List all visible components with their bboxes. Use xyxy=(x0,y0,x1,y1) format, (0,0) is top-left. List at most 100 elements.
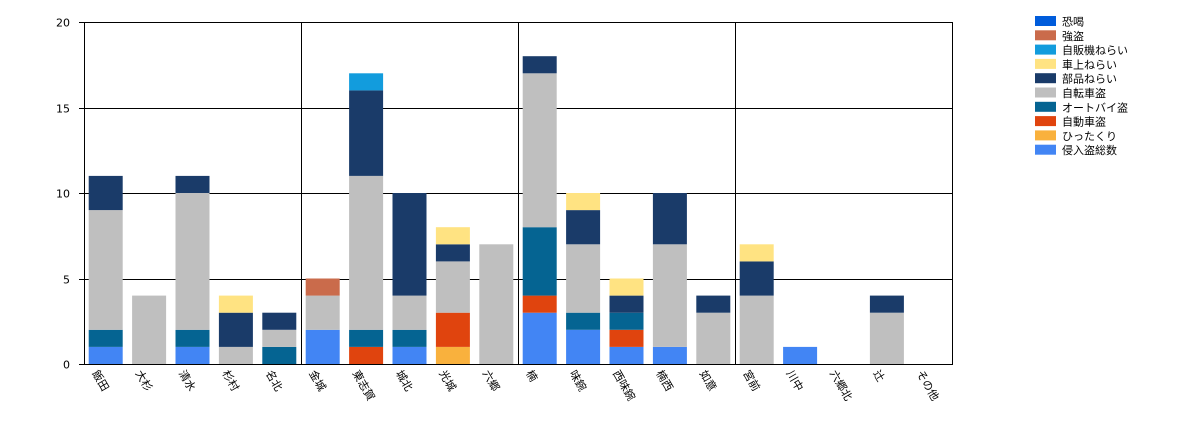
bar-segment xyxy=(652,346,687,364)
bar-segment xyxy=(739,261,774,296)
x-tick-label: 如意 xyxy=(697,368,720,394)
bar-segment xyxy=(435,312,470,347)
bar-segment xyxy=(392,193,427,296)
legend-label: ひったくり xyxy=(1062,130,1117,143)
bar-segment xyxy=(522,312,557,364)
y-tick-label: 0 xyxy=(63,359,70,372)
bar-segment xyxy=(349,346,384,364)
legend-swatch xyxy=(1035,144,1056,155)
bar-segment xyxy=(349,329,384,347)
y-tick-labels: 0 5 10 15 20 xyxy=(56,17,70,372)
axis-layer xyxy=(79,22,953,365)
legend-label: 車上ねらい xyxy=(1062,57,1117,71)
bar-segment xyxy=(522,295,557,313)
legend-label: 部品ねらい xyxy=(1062,72,1117,86)
legend: 恐喝強盗自販機ねらい車上ねらい部品ねらい自転車盗オートバイ盗自動車盗ひったくり侵… xyxy=(1035,16,1128,157)
legend-label: オートバイ盗 xyxy=(1062,101,1128,114)
bar-segment xyxy=(652,244,687,347)
bar-segment xyxy=(175,346,210,364)
bar-segment xyxy=(132,295,167,364)
bar-segment xyxy=(435,244,470,262)
legend-swatch xyxy=(1035,73,1056,84)
x-tick-label: 川中 xyxy=(784,368,806,394)
bar-segment xyxy=(305,295,340,330)
legend-swatch xyxy=(1035,16,1056,26)
x-tick-label: 六郷北 xyxy=(827,368,856,404)
x-tick-label: 楠西 xyxy=(653,368,676,394)
bar-segment xyxy=(609,278,644,296)
bar-segment xyxy=(218,295,253,313)
bar-segment xyxy=(435,261,470,313)
bar-segment xyxy=(566,312,601,330)
x-tick-label: 西味鋺 xyxy=(610,368,639,404)
legend-swatch xyxy=(1035,87,1056,98)
bar-segment xyxy=(88,329,123,347)
bar-segment xyxy=(88,346,123,364)
x-tick-label: 名北 xyxy=(263,368,286,394)
x-tick-label: 楠 xyxy=(523,368,541,385)
y-tick-label: 20 xyxy=(56,17,70,30)
x-tick-labels: 飯田 大杉 清水 杉村 名北 金城 東志賀 城北 光城 六郷 楠 味鋺 西味鋺 楠西 如意 宮前 川中 六郷北辻 そ… xyxy=(89,368,941,404)
x-tick-label: 大杉 xyxy=(133,368,156,394)
legend-swatch xyxy=(1035,116,1056,127)
legend-label: 自動車盗 xyxy=(1062,115,1106,129)
bar-segment xyxy=(609,312,644,330)
x-tick-label: 味鋺 xyxy=(567,368,590,394)
bar-segment xyxy=(869,312,904,364)
legend-swatch xyxy=(1035,58,1056,69)
y-tick-label: 10 xyxy=(56,188,70,201)
bar-segment xyxy=(522,227,557,296)
legend-swatch xyxy=(1035,44,1056,55)
bar-segment xyxy=(609,346,644,364)
bar-segment xyxy=(349,90,384,176)
bar-segment xyxy=(566,210,601,245)
x-tick-label: 金城 xyxy=(306,368,329,394)
grid-layer xyxy=(84,22,953,364)
bar-segment xyxy=(479,244,514,364)
x-tick-label: 城北 xyxy=(393,368,415,394)
bar-segment xyxy=(262,312,297,330)
bar-segment xyxy=(609,295,644,313)
x-tick-label: その他 xyxy=(914,368,942,403)
bar-segment xyxy=(88,175,123,211)
bar-segment xyxy=(739,244,774,262)
bar-segment xyxy=(349,73,384,91)
x-tick-label: 六郷 xyxy=(480,368,503,394)
legend-label: 侵入盗総数 xyxy=(1062,143,1117,157)
x-tick-label: 東志賀 xyxy=(350,368,378,403)
bar-segment xyxy=(218,346,253,364)
x-tick-label: 清水 xyxy=(176,368,198,394)
legend-label: 強盗 xyxy=(1062,30,1084,43)
x-tick-label: 光城 xyxy=(436,368,459,394)
bar-segment xyxy=(739,295,774,364)
bar-segment xyxy=(652,193,687,245)
x-tick-label: 辻 xyxy=(870,368,888,385)
legend-swatch xyxy=(1035,101,1056,112)
legend-label: 自転車盗 xyxy=(1062,86,1106,100)
bar-segment xyxy=(175,175,210,193)
bar-segment xyxy=(435,227,470,245)
bar-segment xyxy=(262,346,297,364)
y-tick-label: 15 xyxy=(56,103,70,116)
x-tick-label: 杉村 xyxy=(219,368,242,394)
bar-segment xyxy=(869,295,904,313)
bar-segment xyxy=(305,329,340,364)
bar-segment xyxy=(522,56,557,74)
bar-segment xyxy=(392,295,427,330)
legend-label: 自販機ねらい xyxy=(1062,43,1128,57)
bar-segment xyxy=(566,193,601,211)
bar-segment xyxy=(175,193,210,330)
bar-segment xyxy=(262,329,297,347)
bar-segment xyxy=(349,175,384,330)
legend-label: 恐喝 xyxy=(1062,16,1084,29)
bar-segment xyxy=(218,312,253,347)
x-tick-label: 飯田 xyxy=(89,368,112,394)
bar-segment xyxy=(566,329,601,364)
bar-segment xyxy=(392,329,427,347)
bar-segment xyxy=(609,329,644,347)
bar-segment xyxy=(435,346,470,364)
legend-swatch xyxy=(1035,30,1056,41)
bar-segment xyxy=(305,278,340,296)
bar-segment xyxy=(696,312,731,364)
